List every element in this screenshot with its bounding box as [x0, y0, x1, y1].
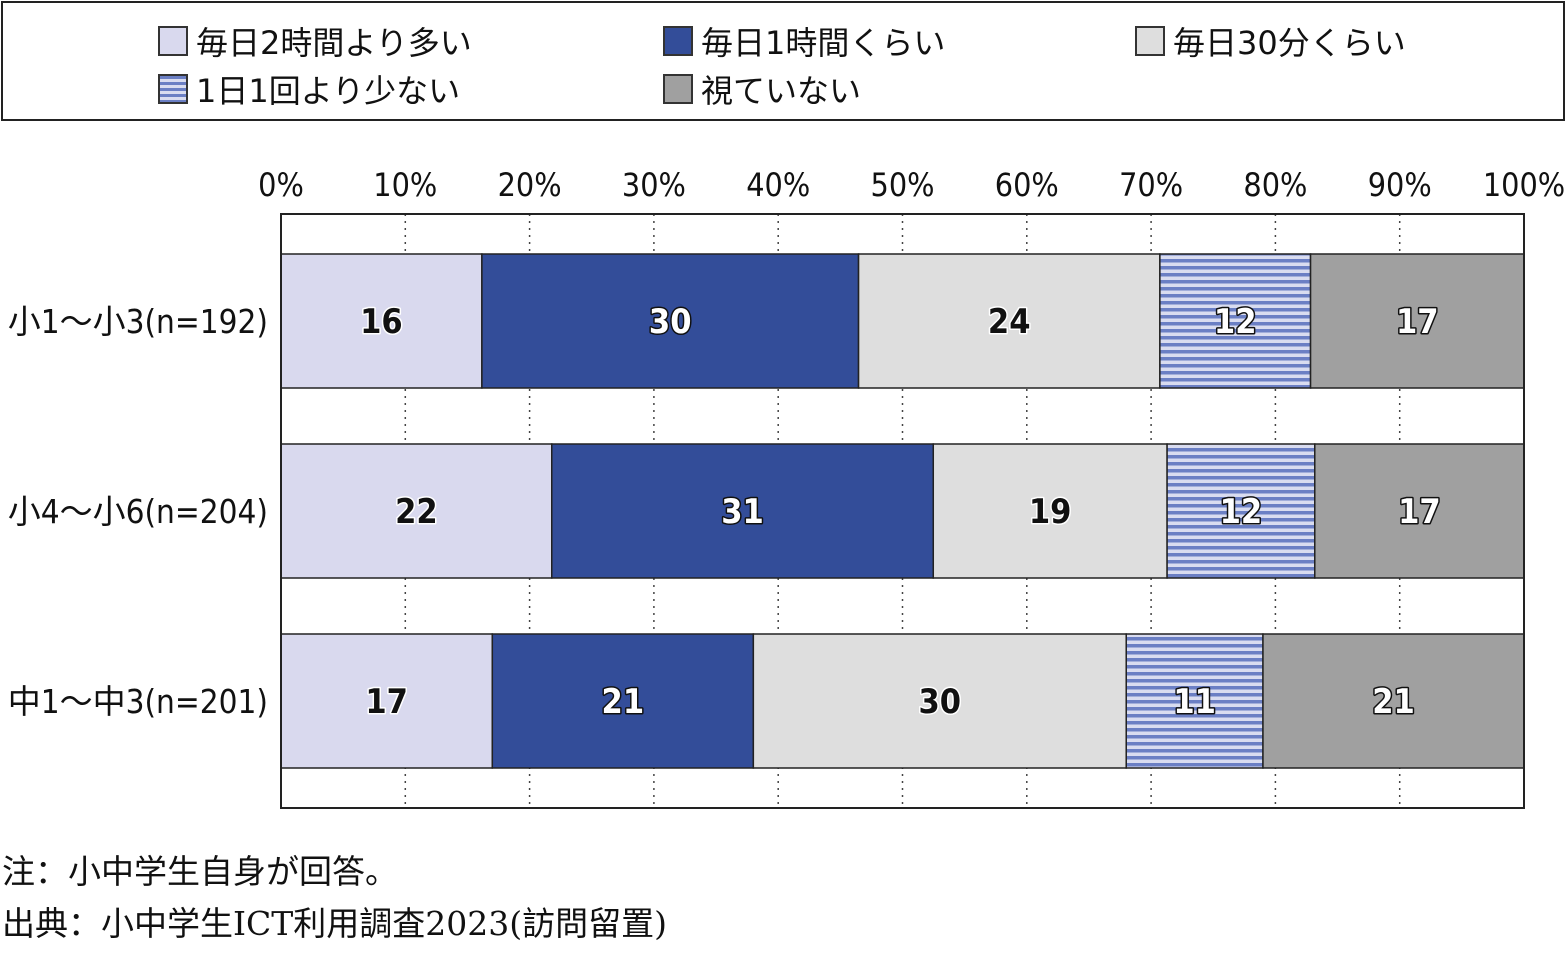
data-label: 30	[919, 682, 962, 722]
legend-item-series-4: 1日1回より少ない	[158, 69, 461, 110]
data-label: 31	[721, 492, 764, 532]
legend-label-series-2: 毎日1時間くらい	[701, 24, 946, 62]
data-label: 16	[360, 302, 403, 342]
note-respondents: 注：小中学生自身が回答。	[2, 852, 398, 891]
data-label: 17	[1398, 492, 1441, 532]
legend-swatch-series-2	[663, 26, 693, 56]
legend-label-series-3: 毎日30分くらい	[1173, 24, 1406, 62]
x-tick-label: 10%	[373, 166, 437, 204]
x-tick-label: 0%	[258, 166, 304, 204]
legend: 毎日2時間より多い 毎日1時間くらい 毎日30分くらい 1日1回より少ない 視て…	[1, 1, 1565, 121]
data-label: 19	[1029, 492, 1072, 532]
bar-segment	[1262, 633, 1525, 769]
bar-segment	[1309, 253, 1525, 389]
legend-label-series-4: 1日1回より少ない	[196, 72, 461, 110]
data-label: 12	[1220, 492, 1263, 532]
note-source: 出典：小中学生ICT利用調査2023(訪問留置)	[2, 904, 668, 943]
data-label: 17	[1396, 302, 1439, 342]
footnotes: 注：小中学生自身が回答。 出典：小中学生ICT利用調査2023(訪問留置)	[2, 846, 667, 950]
data-label: 30	[649, 302, 692, 342]
category-label: 中1～中3(n=201)	[8, 682, 268, 721]
bar-segment	[1166, 443, 1316, 579]
bar-segment	[752, 633, 1127, 769]
x-tick-label: 100%	[1483, 166, 1565, 204]
data-label: 11	[1173, 682, 1216, 722]
x-tick-label: 90%	[1368, 166, 1432, 204]
bar-segment	[280, 443, 553, 579]
bar-segment	[1125, 633, 1264, 769]
bar-segment	[491, 633, 755, 769]
bar-segment	[481, 253, 860, 389]
x-tick-label: 40%	[746, 166, 810, 204]
x-tick-label: 50%	[871, 166, 935, 204]
data-label: 12	[1214, 302, 1257, 342]
bar-segment	[280, 633, 494, 769]
x-tick-label: 20%	[498, 166, 562, 204]
bar-segment	[551, 443, 935, 579]
legend-swatch-series-1	[158, 26, 188, 56]
x-tick-label: 70%	[1119, 166, 1183, 204]
data-label: 21	[602, 682, 645, 722]
data-label: 17	[365, 682, 408, 722]
x-tick-label: 30%	[622, 166, 686, 204]
data-label: 21	[1372, 682, 1415, 722]
legend-label-series-1: 毎日2時間より多い	[196, 24, 472, 62]
legend-item-series-2: 毎日1時間くらい	[663, 21, 946, 62]
bar-segment	[932, 443, 1168, 579]
legend-label-series-5: 視ていない	[701, 72, 862, 110]
bar-segment	[1159, 253, 1312, 389]
data-label: 24	[988, 302, 1031, 342]
legend-item-series-1: 毎日2時間より多い	[158, 21, 472, 62]
x-tick-label: 60%	[995, 166, 1059, 204]
legend-swatch-series-4	[158, 74, 188, 104]
plot-border	[280, 213, 1525, 809]
legend-swatch-series-5	[663, 74, 693, 104]
bar-segment	[1314, 443, 1525, 579]
category-label: 小1～小3(n=192)	[8, 302, 268, 341]
legend-swatch-series-3	[1135, 26, 1165, 56]
x-tick-label: 80%	[1243, 166, 1307, 204]
legend-item-series-5: 視ていない	[663, 69, 862, 110]
legend-item-series-3: 毎日30分くらい	[1135, 21, 1406, 62]
bar-segment	[857, 253, 1161, 389]
category-label: 小4～小6(n=204)	[8, 492, 268, 531]
data-label: 22	[395, 492, 438, 532]
